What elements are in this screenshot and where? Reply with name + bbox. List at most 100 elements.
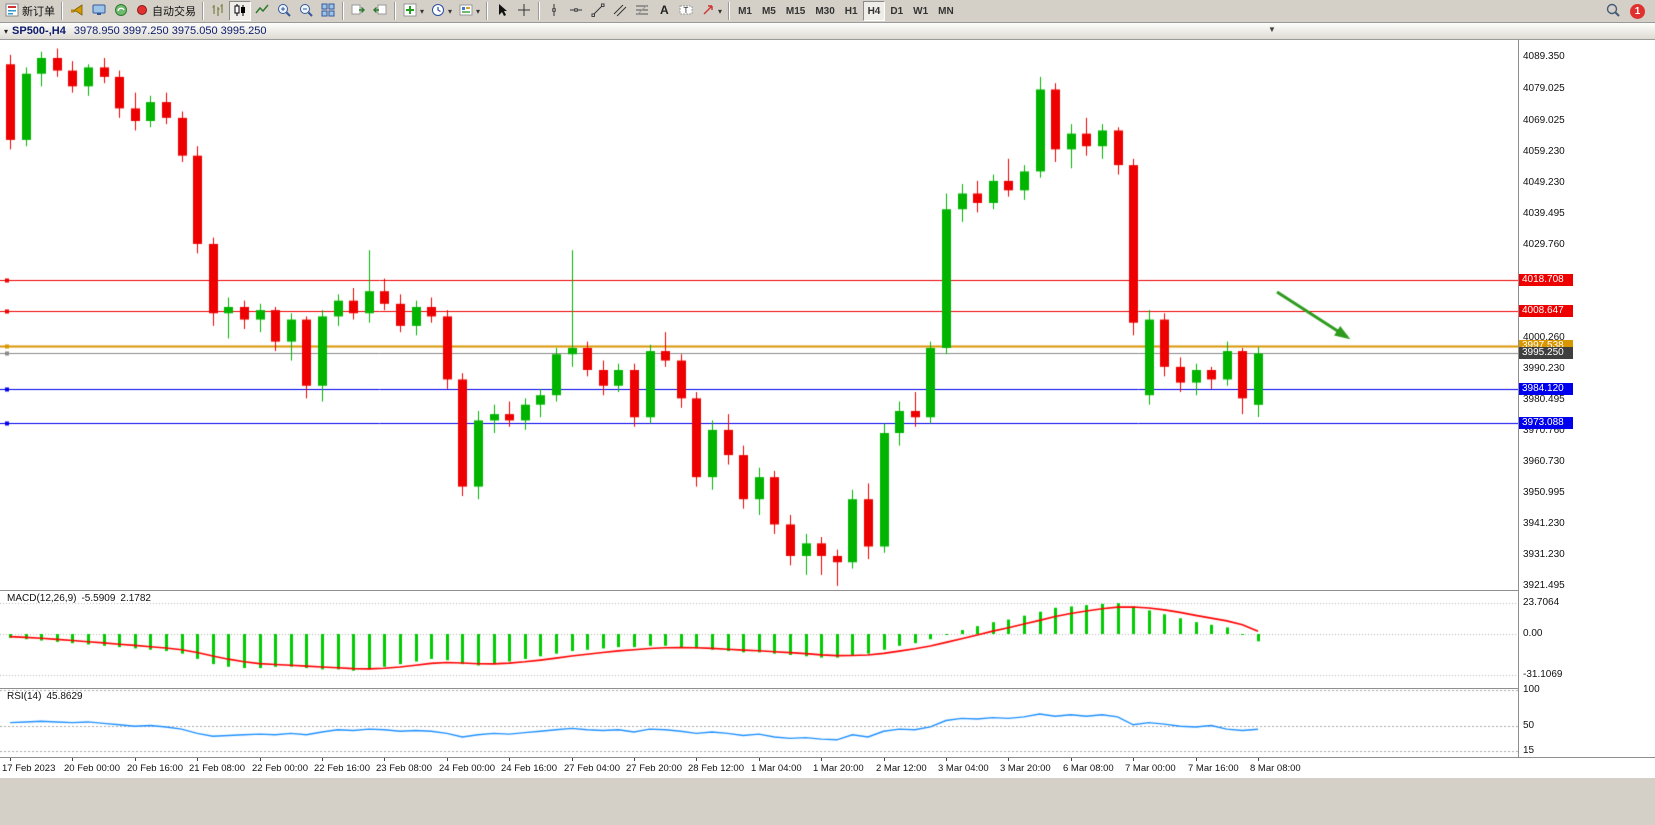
periods-button[interactable]: ▾ <box>427 1 455 21</box>
separator <box>61 2 63 20</box>
auto-scroll-button[interactable] <box>347 1 369 21</box>
time-axis-label: 24 Feb 16:00 <box>501 763 557 774</box>
time-axis[interactable]: 17 Feb 2023 20 Feb 00:00 20 Feb 16:00 21 Fe… <box>0 757 1655 777</box>
price-axis-label: 3921.495 <box>1523 580 1565 591</box>
indicators-button[interactable]: ▾ <box>399 1 427 21</box>
tile-windows-button[interactable] <box>317 1 339 21</box>
price-axis-label: 3931.230 <box>1523 549 1565 560</box>
vertical-line-button[interactable] <box>543 1 565 21</box>
zoom-out-icon <box>298 2 314 21</box>
bar-chart-button[interactable] <box>207 1 229 21</box>
timeframe-MN[interactable]: MN <box>938 5 954 17</box>
price-axis[interactable]: 4089.350 4079.025 4069.025 4059.230 4049.230… <box>1519 40 1655 757</box>
rsi-value: 45.8629 <box>46 691 83 702</box>
line-chart-button[interactable] <box>251 1 273 21</box>
refresh-button[interactable] <box>110 1 132 21</box>
notification-badge[interactable]: 1 <box>1630 3 1645 19</box>
time-axis-tick <box>759 758 760 761</box>
time-axis-label: 27 Feb 20:00 <box>626 763 682 774</box>
fibonacci-button[interactable] <box>631 1 653 21</box>
crosshair-button[interactable] <box>513 1 535 21</box>
chart-shift-marker[interactable]: ▼ <box>1268 25 1276 34</box>
timeframe-M15[interactable]: M15 <box>785 5 806 17</box>
time-axis-tick <box>1071 758 1072 761</box>
chart-title-bar: ▾ SP500-,H4 3978.950 3997.250 3975.050 3… <box>0 23 1655 40</box>
line-chart-icon <box>254 2 270 21</box>
window-menu-icon[interactable]: ▾ <box>4 26 9 36</box>
clock-icon <box>430 2 446 21</box>
timeframe-M1[interactable]: M1 <box>738 5 752 17</box>
zoom-in-icon <box>276 2 292 21</box>
new-order-button[interactable]: 新订单 <box>2 1 58 21</box>
panel-separator[interactable] <box>0 590 1655 591</box>
toolbar: 新订单 自动交易 <box>0 0 1655 23</box>
time-axis-tick <box>1258 758 1259 761</box>
text-label-button[interactable]: T <box>675 1 697 21</box>
text-label-icon: T <box>678 2 694 21</box>
price-axis-label: 4039.495 <box>1523 208 1565 219</box>
macd-signal-value: 2.1782 <box>120 593 151 604</box>
price-axis-label: 4079.025 <box>1523 83 1565 94</box>
timeframe-toolbar: M1 M5 M15 M30 H1 H4 D1 W1 MN <box>733 1 959 21</box>
text-button[interactable]: A <box>653 1 675 21</box>
time-axis-tick <box>509 758 510 761</box>
timeframe-M30[interactable]: M30 <box>815 5 835 17</box>
vertical-line-icon <box>546 2 562 21</box>
indicator-plus-icon <box>402 2 418 21</box>
time-axis-tick <box>572 758 573 761</box>
alerts-button[interactable] <box>66 1 88 21</box>
timeframe-D1[interactable]: D1 <box>890 5 904 17</box>
price-axis-label: 3941.230 <box>1523 518 1565 529</box>
chart-shift-button[interactable] <box>369 1 391 21</box>
main-price-chart[interactable] <box>0 40 1518 590</box>
terminal-button[interactable] <box>88 1 110 21</box>
shapes-button[interactable]: ▾ <box>697 1 725 21</box>
chevron-down-icon: ▾ <box>420 6 425 16</box>
zoom-in-button[interactable] <box>273 1 295 21</box>
price-axis-label: 3970.760 <box>1523 425 1565 436</box>
time-axis-tick <box>821 758 822 761</box>
bar-chart-icon <box>210 2 226 21</box>
timeframe-H1[interactable]: H1 <box>844 5 858 17</box>
timeframe-H4[interactable]: H4 <box>862 1 886 21</box>
templates-button[interactable]: ▾ <box>455 1 483 21</box>
current-price-badge: 3995.250 <box>1519 347 1573 359</box>
rsi-indicator-panel[interactable] <box>0 689 1518 757</box>
candlestick-chart-button[interactable] <box>229 1 251 21</box>
macd-indicator-panel[interactable] <box>0 591 1518 688</box>
trendline-icon <box>590 2 606 21</box>
chart-symbol-title: SP500-,H4 <box>12 25 66 37</box>
rsi-axis-label: 100 <box>1523 684 1540 695</box>
cursor-button[interactable] <box>491 1 513 21</box>
timeframe-W1[interactable]: W1 <box>913 5 929 17</box>
time-axis-tick <box>197 758 198 761</box>
macd-axis-label: 23.7064 <box>1523 597 1560 608</box>
autotrading-button[interactable]: 自动交易 <box>132 1 199 21</box>
time-axis-label: 21 Feb 08:00 <box>189 763 245 774</box>
time-axis-tick <box>1133 758 1134 761</box>
template-icon <box>458 2 474 21</box>
separator <box>728 2 731 20</box>
time-axis-label: 27 Feb 04:00 <box>564 763 620 774</box>
search-button[interactable] <box>1602 1 1624 21</box>
monitor-icon <box>91 2 107 21</box>
channel-icon <box>612 2 628 21</box>
timeframe-M5[interactable]: M5 <box>761 5 776 17</box>
svg-text:A: A <box>660 3 669 17</box>
time-axis-label: 28 Feb 12:00 <box>688 763 744 774</box>
price-axis-label: 3960.730 <box>1523 456 1565 467</box>
candlestick-chart-icon <box>232 2 248 21</box>
price-axis-label: 4059.230 <box>1523 146 1565 157</box>
time-axis-tick <box>1196 758 1197 761</box>
time-axis-label: 22 Feb 16:00 <box>314 763 370 774</box>
channel-button[interactable] <box>609 1 631 21</box>
horizontal-line-button[interactable] <box>565 1 587 21</box>
circle-arrows-icon <box>113 2 129 21</box>
time-axis-label: 23 Feb 08:00 <box>376 763 432 774</box>
zoom-out-button[interactable] <box>295 1 317 21</box>
price-axis-label: 4089.350 <box>1523 51 1565 62</box>
trendline-button[interactable] <box>587 1 609 21</box>
time-axis-label: 2 Mar 12:00 <box>876 763 927 774</box>
panel-separator[interactable] <box>0 688 1655 689</box>
new-order-icon <box>5 3 19 20</box>
